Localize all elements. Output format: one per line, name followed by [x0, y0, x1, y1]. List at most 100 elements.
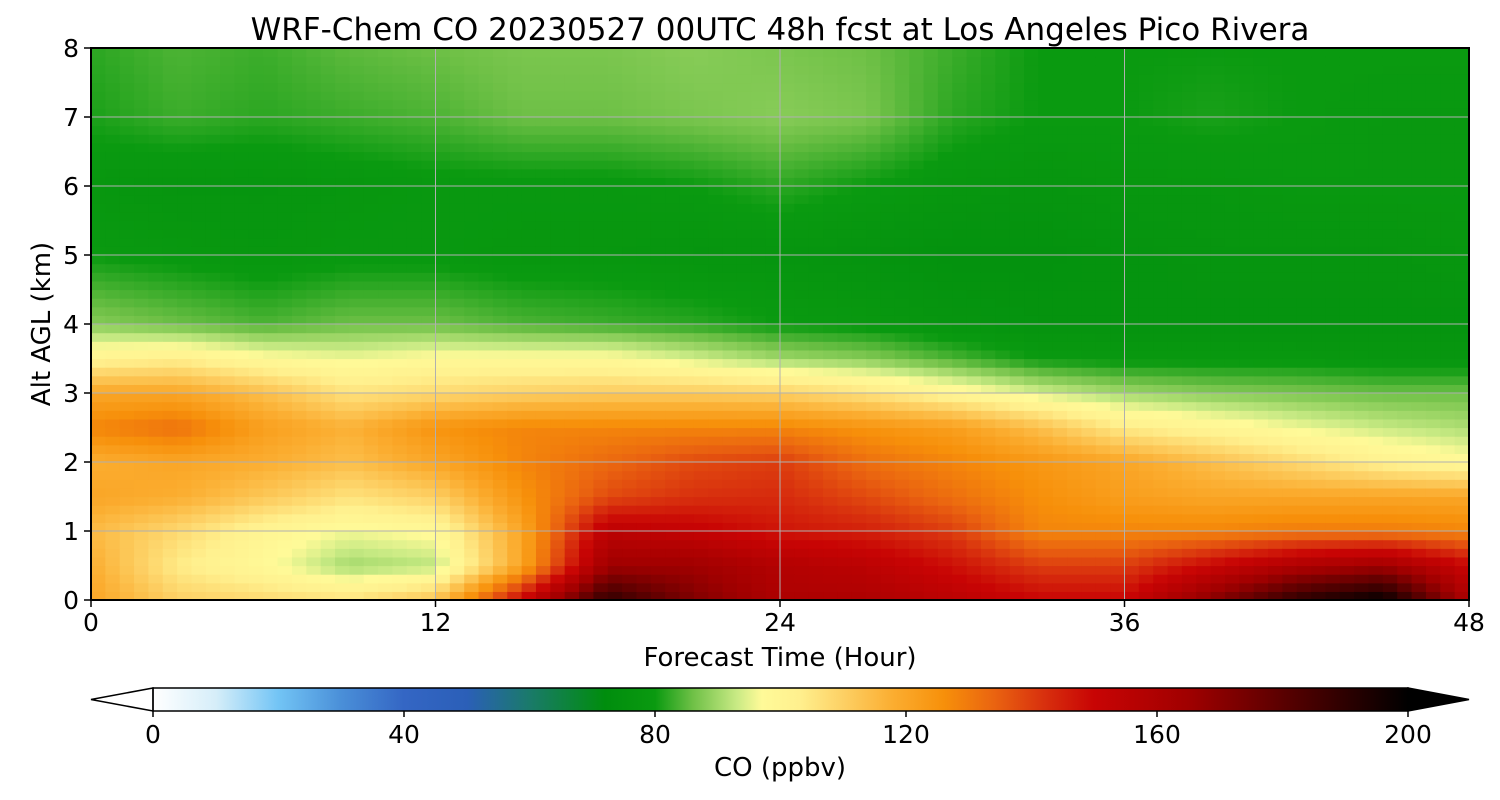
heatmap-cell [220, 436, 236, 446]
heatmap-cell [191, 444, 207, 454]
heatmap-cell [1009, 375, 1025, 385]
heatmap-cell [105, 418, 121, 429]
heatmap-cell [923, 272, 939, 282]
heatmap-cell [306, 177, 322, 187]
heatmap-cell [535, 82, 551, 92]
heatmap-cell [234, 349, 250, 360]
heatmap-cell [234, 565, 250, 575]
heatmap-cell [277, 358, 293, 368]
heatmap-cell [722, 591, 738, 601]
heatmap-cell [937, 341, 953, 351]
heatmap-cell [1124, 393, 1140, 403]
heatmap-cell [937, 375, 953, 385]
heatmap-cell [937, 246, 953, 256]
heatmap-cell [1167, 211, 1183, 222]
heatmap-cell [952, 470, 968, 480]
heatmap-cell [435, 462, 451, 472]
heatmap-cell [248, 565, 264, 575]
heatmap-cell [1052, 194, 1068, 204]
heatmap-cell [148, 65, 164, 75]
heatmap-cell [119, 168, 135, 178]
heatmap-cell [177, 108, 193, 118]
heatmap-cell [1024, 117, 1039, 127]
heatmap-cell [220, 539, 236, 549]
heatmap-cell [1038, 194, 1054, 204]
heatmap-cell [191, 65, 207, 75]
heatmap-cell [909, 142, 925, 153]
heatmap-cell [564, 401, 580, 411]
heatmap-cell [1167, 462, 1183, 472]
heatmap-cell [492, 522, 508, 532]
heatmap-cell [923, 246, 939, 256]
heatmap-cell [923, 375, 939, 385]
heatmap-cell [693, 513, 709, 523]
heatmap-cell [177, 556, 193, 567]
heatmap-cell [952, 56, 968, 66]
heatmap-cell [291, 574, 307, 584]
heatmap-cell [478, 556, 494, 567]
heatmap-cell [593, 505, 609, 515]
heatmap-cell [392, 186, 408, 196]
heatmap-cell [105, 298, 121, 308]
heatmap-cell [162, 401, 178, 411]
heatmap-cell [162, 186, 178, 196]
heatmap-cell [119, 496, 135, 506]
heatmap-cell [535, 99, 551, 109]
heatmap-cell [378, 142, 394, 153]
heatmap-cell [1110, 298, 1126, 308]
heatmap-cell [105, 574, 121, 584]
heatmap-cell [995, 427, 1011, 437]
heatmap-cell [363, 263, 379, 273]
heatmap-cell [449, 349, 465, 360]
heatmap-cell [909, 462, 925, 472]
heatmap-cell [1181, 315, 1197, 325]
heatmap-cell [1110, 358, 1126, 368]
heatmap-cell [134, 522, 150, 532]
heatmap-cell [736, 186, 752, 196]
heatmap-cell [980, 134, 996, 144]
heatmap-cell [851, 358, 867, 368]
heatmap-cell [622, 56, 638, 66]
heatmap-cell [277, 237, 293, 247]
heatmap-cell [1110, 91, 1126, 101]
heatmap-cell [521, 539, 537, 549]
heatmap-cell [966, 358, 982, 368]
heatmap-cell [507, 401, 523, 411]
heatmap-cell [119, 531, 135, 541]
heatmap-cell [607, 531, 623, 541]
heatmap-cell [234, 574, 250, 584]
heatmap-cell [335, 531, 350, 541]
heatmap-cell [880, 487, 896, 498]
heatmap-cell [478, 56, 494, 66]
heatmap-cell [263, 108, 279, 118]
heatmap-cell [866, 108, 882, 118]
heatmap-cell [1138, 410, 1154, 420]
heatmap-cell [291, 298, 307, 308]
heatmap-cell [162, 306, 178, 316]
heatmap-cell [205, 229, 221, 239]
heatmap-cell [995, 384, 1011, 394]
heatmap-cell [579, 99, 594, 109]
heatmap-cell [205, 401, 221, 411]
heatmap-cell [579, 410, 594, 420]
heatmap-cell [966, 280, 982, 291]
heatmap-cell [665, 237, 681, 247]
heatmap-cell [535, 479, 551, 489]
heatmap-cell [349, 375, 365, 385]
heatmap-cell [765, 186, 781, 196]
heatmap-cell [550, 574, 566, 584]
heatmap-cell [894, 367, 910, 377]
heatmap-cell [464, 82, 480, 92]
heatmap-cell [478, 65, 494, 75]
heatmap-cell [406, 211, 422, 222]
heatmap-cell [421, 73, 437, 84]
heatmap-cell [736, 522, 752, 532]
heatmap-cell [837, 82, 853, 92]
heatmap-cell [622, 513, 638, 523]
heatmap-cell [1181, 280, 1197, 291]
heatmap-cell [593, 393, 609, 403]
heatmap-cell [564, 436, 580, 446]
heatmap-cell [521, 220, 537, 230]
heatmap-cell [1196, 48, 1212, 58]
heatmap-cell [909, 237, 925, 247]
